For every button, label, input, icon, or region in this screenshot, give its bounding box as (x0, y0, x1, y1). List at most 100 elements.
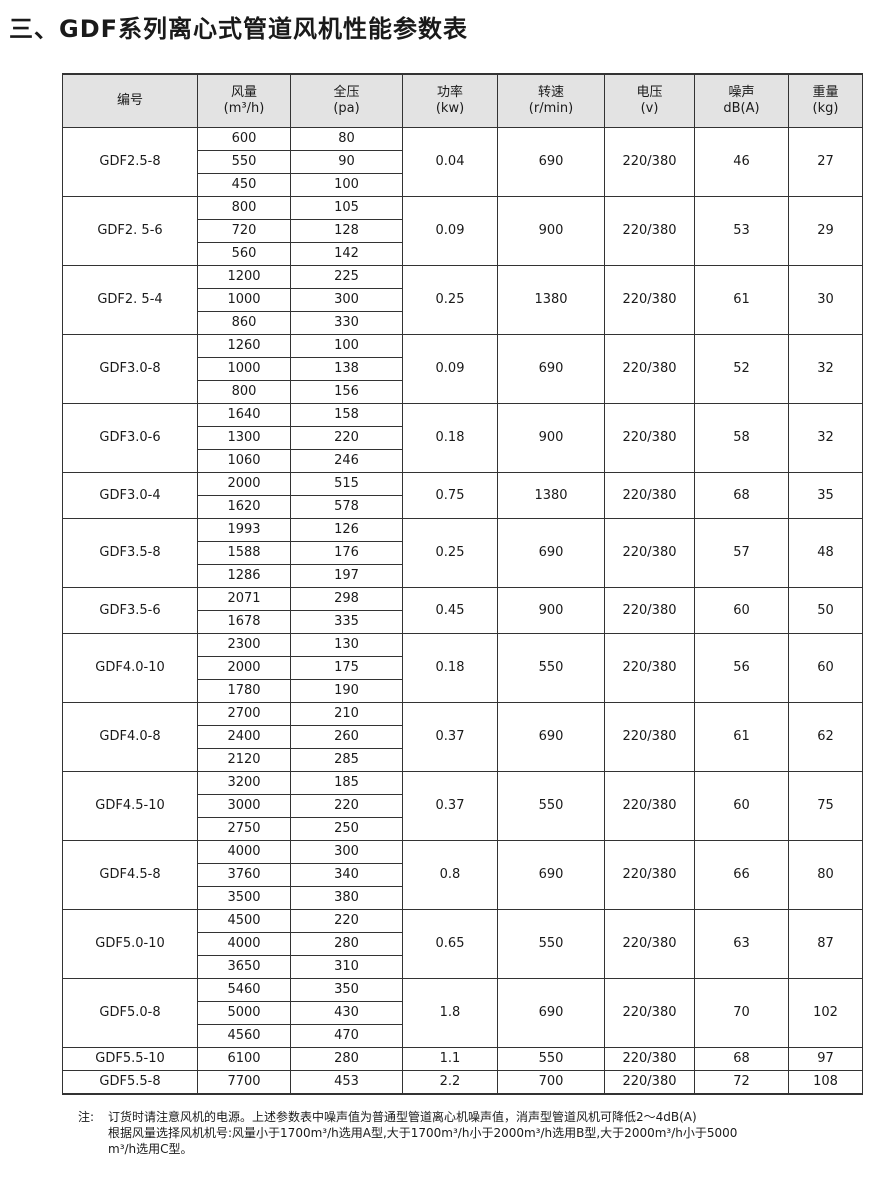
pressure-cell: 128 (290, 219, 403, 243)
table-row: GDF2.5-8 600 80 0.04 690 220/380 46 27 (62, 127, 863, 197)
weight-cell: 97 (788, 1047, 863, 1071)
weight-cell: 50 (788, 587, 863, 634)
flow-cell: 3000 (197, 794, 291, 818)
model-cell: GDF5.5-8 (62, 1070, 198, 1095)
flow-cell: 5000 (197, 1001, 291, 1025)
table-row: GDF3.5-8 1993 126 0.25 690 220/380 57 48 (62, 518, 863, 588)
column-header: 噪声 dB(A) (694, 73, 789, 128)
pressure-cell: 80 (290, 127, 403, 151)
speed-cell: 690 (497, 840, 605, 910)
pressure-cell: 190 (290, 679, 403, 703)
noise-cell: 63 (694, 909, 789, 979)
table-row: 550 90 (63, 150, 863, 174)
table-row: GDF3.5-6 2071 298 0.45 900 220/380 60 50 (62, 587, 863, 634)
table-row: 4560 470 (63, 1024, 863, 1048)
power-cell: 0.45 (402, 587, 498, 634)
header-text: 电压 (636, 85, 663, 100)
flow-cell: 4000 (197, 840, 291, 864)
header-text: 转速 (537, 85, 564, 100)
note-line: m³/h选用C型。 (108, 1142, 193, 1156)
table-row: GDF4.5-10 3200 185 0.37 550 220/380 60 75 (62, 771, 863, 841)
notes: 注: 订货时请注意风机的电源。上述参数表中噪声值为普通型管道离心机噪声值，消声型… (78, 1109, 878, 1157)
voltage-cell: 220/380 (604, 587, 695, 634)
flow-cell: 5460 (197, 978, 291, 1002)
model-cell: GDF4.5-10 (62, 771, 198, 841)
header-text: (kg) (812, 101, 839, 116)
pressure-cell: 380 (290, 886, 403, 910)
noise-cell: 57 (694, 518, 789, 588)
pressure-cell: 300 (290, 288, 403, 312)
weight-cell: 30 (788, 265, 863, 335)
flow-cell: 7700 (197, 1070, 291, 1095)
pressure-cell: 105 (290, 196, 403, 220)
header-text: (r/min) (528, 101, 574, 116)
voltage-cell: 220/380 (604, 978, 695, 1048)
pressure-cell: 310 (290, 955, 403, 979)
model-cell: GDF3.0-8 (62, 334, 198, 404)
speed-cell: 900 (497, 196, 605, 266)
column-header: 风量 (m³/h) (197, 73, 291, 128)
pressure-cell: 246 (290, 449, 403, 473)
pressure-cell: 350 (290, 978, 403, 1002)
pressure-cell: 285 (290, 748, 403, 772)
pressure-cell: 515 (290, 472, 403, 496)
table-row: GDF5.0-10 4500 220 0.65 550 220/380 63 87 (62, 909, 863, 979)
power-cell: 0.75 (402, 472, 498, 519)
table-row: GDF5.0-8 5460 350 1.8 690 220/380 70 102 (62, 978, 863, 1048)
flow-cell: 560 (197, 242, 291, 266)
table-row: 1588 176 (63, 541, 863, 565)
noise-cell: 60 (694, 587, 789, 634)
pressure-cell: 280 (290, 1047, 403, 1071)
power-cell: 0.25 (402, 265, 498, 335)
speed-cell: 550 (497, 771, 605, 841)
flow-cell: 860 (197, 311, 291, 335)
header-row: 编号 风量 (m³/h) 全压 (pa) 功率 (kw) 转速 (r/min) 电压 (v) 噪声 dB… (62, 73, 863, 128)
voltage-cell: 220/380 (604, 633, 695, 703)
pressure-cell: 126 (290, 518, 403, 542)
noise-cell: 61 (694, 265, 789, 335)
noise-cell: 56 (694, 633, 789, 703)
table-row: GDF5.5-8 7700 453 2.2 700 220/380 72 108 (62, 1070, 863, 1095)
pressure-cell: 176 (290, 541, 403, 565)
flow-cell: 1200 (197, 265, 291, 289)
column-header: 全压 (pa) (290, 73, 403, 128)
table-row: 2750 250 (63, 817, 863, 841)
table-row: GDF4.0-10 2300 130 0.18 550 220/380 56 60 (62, 633, 863, 703)
model-cell: GDF3.0-6 (62, 403, 198, 473)
pressure-cell: 220 (290, 426, 403, 450)
power-cell: 1.8 (402, 978, 498, 1048)
power-cell: 2.2 (402, 1070, 498, 1095)
model-cell: GDF2. 5-4 (62, 265, 198, 335)
pressure-cell: 156 (290, 380, 403, 404)
power-cell: 0.25 (402, 518, 498, 588)
table-row: 800 156 (63, 380, 863, 404)
flow-cell: 1260 (197, 334, 291, 358)
pressure-cell: 225 (290, 265, 403, 289)
weight-cell: 32 (788, 403, 863, 473)
power-cell: 0.09 (402, 196, 498, 266)
flow-cell: 2000 (197, 472, 291, 496)
flow-cell: 800 (197, 380, 291, 404)
flow-cell: 2750 (197, 817, 291, 841)
pressure-cell: 430 (290, 1001, 403, 1025)
model-cell: GDF3.0-4 (62, 472, 198, 519)
flow-cell: 6100 (197, 1047, 291, 1071)
weight-cell: 60 (788, 633, 863, 703)
table-row: 1000 138 (63, 357, 863, 381)
flow-cell: 450 (197, 173, 291, 197)
power-cell: 0.18 (402, 633, 498, 703)
pressure-cell: 298 (290, 587, 403, 611)
noise-cell: 68 (694, 472, 789, 519)
pressure-cell: 220 (290, 909, 403, 933)
table-row: 1000 300 (63, 288, 863, 312)
table-row: 1286 197 (63, 564, 863, 588)
weight-cell: 108 (788, 1070, 863, 1095)
flow-cell: 1286 (197, 564, 291, 588)
header-text: 风量 (230, 85, 257, 100)
speed-cell: 690 (497, 518, 605, 588)
pressure-cell: 100 (290, 334, 403, 358)
model-cell: GDF5.5-10 (62, 1047, 198, 1071)
flow-cell: 2120 (197, 748, 291, 772)
pressure-cell: 220 (290, 794, 403, 818)
flow-cell: 600 (197, 127, 291, 151)
